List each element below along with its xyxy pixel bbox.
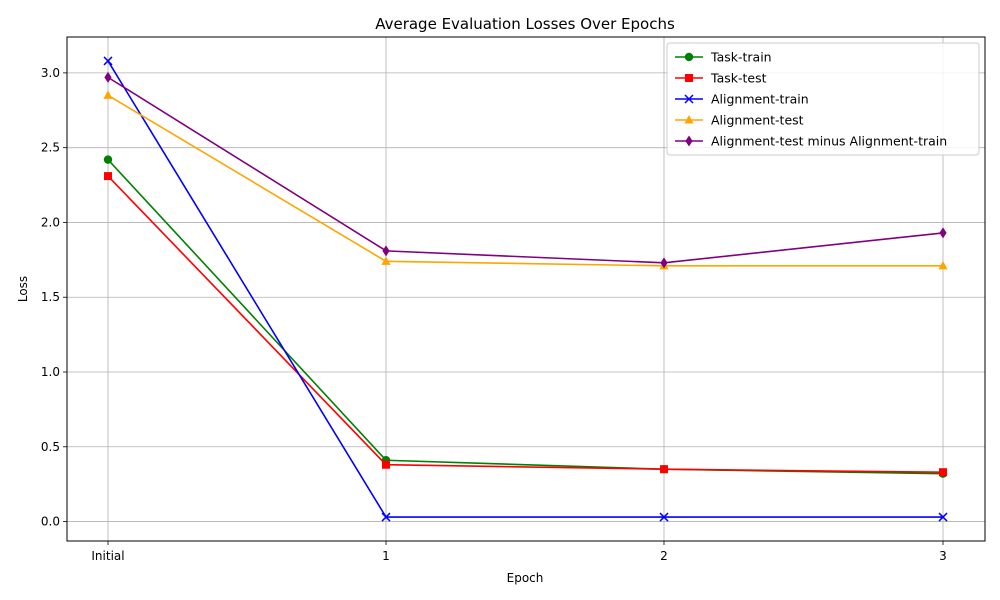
- legend-label: Alignment-test minus Alignment-train: [711, 134, 947, 149]
- legend-label: Task-train: [710, 50, 772, 65]
- chart-title: Average Evaluation Losses Over Epochs: [375, 15, 675, 33]
- legend-item: Alignment-test: [675, 113, 804, 128]
- legend-item: Task-test: [675, 71, 767, 86]
- data-point: [103, 90, 113, 99]
- data-point: [660, 465, 668, 474]
- series-task-train: [103, 155, 948, 478]
- data-point: [382, 460, 390, 469]
- y-axis-label: Loss: [16, 276, 30, 302]
- data-point: [659, 512, 669, 522]
- data-point: [938, 512, 948, 522]
- legend-marker: [685, 135, 693, 147]
- series-layer: [103, 56, 948, 522]
- y-tick-label: 2.0: [41, 215, 60, 229]
- data-point: [938, 260, 948, 270]
- x-tick-label: Initial: [91, 549, 124, 563]
- data-point: [381, 512, 391, 522]
- plot-frame: [66, 36, 986, 542]
- data-point: [939, 227, 947, 239]
- y-tick-label: 0.5: [41, 440, 60, 454]
- series-line: [107, 76, 944, 264]
- series-alignment-train: [103, 56, 948, 522]
- data-point: [939, 468, 947, 477]
- axis-ticks: Initial 1 2 3 0.0 0.5 1.0 1.5 2.0 2.5 3.0: [41, 66, 947, 563]
- legend-item: Alignment-test minus Alignment-train: [675, 134, 947, 149]
- legend-label: Alignment-test: [711, 113, 804, 128]
- y-tick-label: 1.5: [41, 290, 60, 304]
- y-tick-label: 1.0: [41, 365, 60, 379]
- data-point: [104, 172, 112, 181]
- data-point: [104, 71, 112, 83]
- data-point: [381, 256, 391, 265]
- legend-marker: [685, 74, 693, 82]
- y-tick-label: 2.5: [41, 141, 60, 155]
- series-line: [107, 159, 944, 475]
- legend: Task-train Task-test Alignment-train Alignm…: [666, 42, 980, 156]
- x-tick-label: 1: [382, 549, 390, 563]
- legend-item: Task-train: [675, 50, 772, 65]
- data-point: [382, 245, 390, 257]
- x-axis-label: Epoch: [507, 571, 544, 585]
- y-tick-label: 0.0: [41, 515, 60, 529]
- legend-box: [666, 42, 980, 156]
- data-point: [103, 56, 113, 66]
- data-point: [660, 257, 668, 269]
- series-line: [107, 175, 944, 474]
- data-point: [103, 155, 113, 164]
- series-alignment-test-minus-alignment-train: [104, 71, 947, 269]
- x-tick-label: 2: [660, 549, 668, 563]
- legend-marker: [684, 52, 694, 62]
- legend-label: Alignment-train: [711, 92, 809, 107]
- x-tick-label: 3: [939, 549, 947, 563]
- legend-item: Alignment-train: [675, 92, 809, 107]
- series-line: [107, 94, 943, 267]
- legend-marker: [684, 115, 694, 124]
- legend-label: Task-test: [710, 71, 767, 86]
- series-line: [107, 60, 943, 518]
- y-tick-label: 3.0: [41, 66, 60, 80]
- legend-marker: [684, 94, 694, 104]
- series-task-test: [104, 172, 947, 477]
